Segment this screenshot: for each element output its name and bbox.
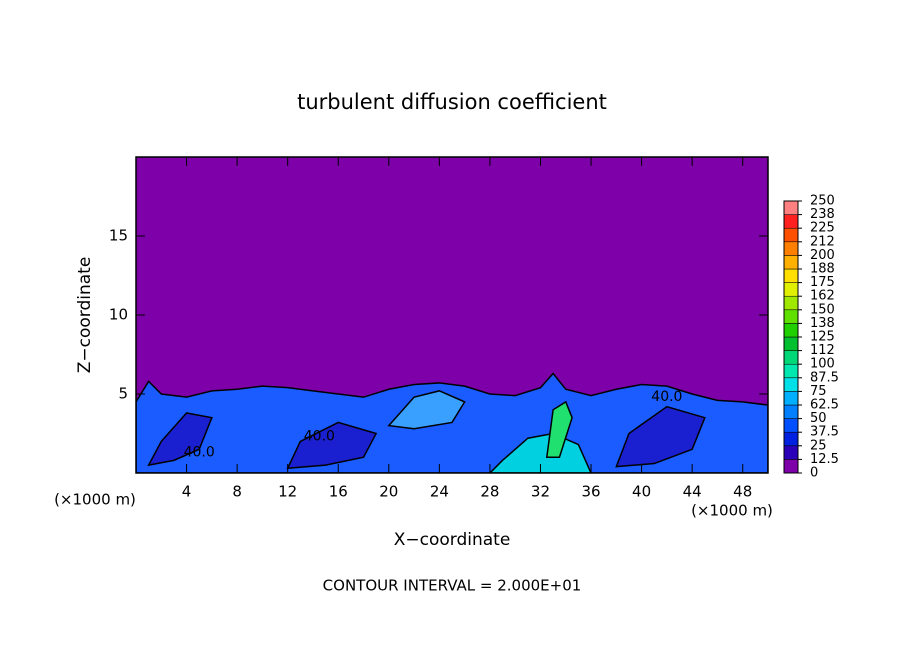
- colorbar-frame: [783, 200, 799, 474]
- colorbar-band: [783, 418, 799, 433]
- colorbar-band: [783, 214, 799, 229]
- colorbar-label: 200: [810, 248, 835, 263]
- contour-region: [488, 432, 592, 473]
- colorbar-band: [783, 255, 799, 270]
- colorbar-label: 37.5: [810, 425, 839, 440]
- colorbar-band: [783, 309, 799, 324]
- colorbar-band: [783, 459, 799, 474]
- contour-region: [615, 405, 706, 468]
- colorbar-label: 162: [810, 289, 835, 304]
- x-tick-label: 28: [480, 483, 499, 501]
- colorbar-band: [783, 391, 799, 406]
- colorbar-label: 212: [810, 234, 835, 249]
- colorbar-band: [783, 363, 799, 379]
- contour-region: [387, 390, 466, 430]
- colorbar-label: 75: [810, 384, 827, 399]
- colorbar-label: 25: [810, 438, 827, 453]
- colorbar-band: [783, 404, 799, 419]
- colorbar-label: 175: [810, 275, 835, 290]
- colorbar-label: 87.5: [810, 370, 839, 385]
- x-tick-label: 36: [581, 483, 600, 501]
- colorbar-band: [783, 200, 799, 215]
- colorbar-band: [783, 336, 799, 351]
- x-tick-label: 44: [683, 483, 702, 501]
- colorbar-band: [783, 268, 799, 283]
- colorbar-band: [783, 431, 799, 447]
- y-tick-label: 10: [109, 306, 128, 324]
- colorbar-label: 12.5: [810, 452, 839, 467]
- colorbar-band: [783, 350, 799, 365]
- colorbar-band: [783, 295, 799, 311]
- colorbar-label: 50: [810, 411, 827, 426]
- colorbar-label: 138: [810, 316, 835, 331]
- x-tick-label: 20: [379, 483, 398, 501]
- x-axis-label: X−coordinate: [394, 530, 511, 550]
- colorbar-label: 250: [810, 194, 835, 209]
- x-tick-label: 48: [733, 483, 752, 501]
- y-tick-label: 15: [109, 227, 128, 245]
- y-unit: (×1000 m): [54, 491, 136, 509]
- x-tick-label: 40: [632, 483, 651, 501]
- contour-region: [545, 400, 573, 458]
- colorbar-label: 112: [810, 343, 835, 358]
- colorbar-band: [783, 323, 799, 338]
- x-tick-label: 24: [430, 483, 449, 501]
- colorbar-band: [783, 227, 799, 243]
- colorbar-label: 238: [810, 207, 835, 222]
- colorbar-band: [783, 282, 799, 297]
- contour-region: [286, 421, 378, 470]
- x-tick-label: 8: [232, 483, 242, 501]
- x-tick-label: 32: [531, 483, 550, 501]
- contour-region: [136, 372, 768, 473]
- colorbar-label: 0: [810, 466, 818, 481]
- colorbar-label: 100: [810, 357, 835, 372]
- colorbar-band: [783, 241, 799, 256]
- x-tick-label: 16: [329, 483, 348, 501]
- y-axis-label: Z−coordinate: [75, 257, 95, 374]
- x-tick-label: 12: [278, 483, 297, 501]
- contour-label: 40.0: [184, 444, 215, 460]
- colorbar-label: 125: [810, 330, 835, 345]
- chart-title: turbulent diffusion coefficient: [297, 90, 607, 114]
- colorbar-band: [783, 445, 799, 460]
- x-unit: (×1000 m): [691, 502, 773, 520]
- x-tick-label: 4: [182, 483, 192, 501]
- contour-region: [147, 412, 213, 467]
- field: 40.0 40.0 40.0: [136, 157, 768, 473]
- contour-label: 40.0: [651, 389, 682, 405]
- colorbar-label: 225: [810, 221, 835, 236]
- contour-label: 40.0: [304, 429, 335, 445]
- colorbar-label: 150: [810, 302, 835, 317]
- y-tick-label: 5: [118, 385, 128, 403]
- colorbar-label: 62.5: [810, 398, 839, 413]
- contour-interval-note: CONTOUR INTERVAL = 2.000E+01: [323, 577, 582, 595]
- colorbar-band: [783, 377, 799, 392]
- colorbar-label: 188: [810, 262, 835, 277]
